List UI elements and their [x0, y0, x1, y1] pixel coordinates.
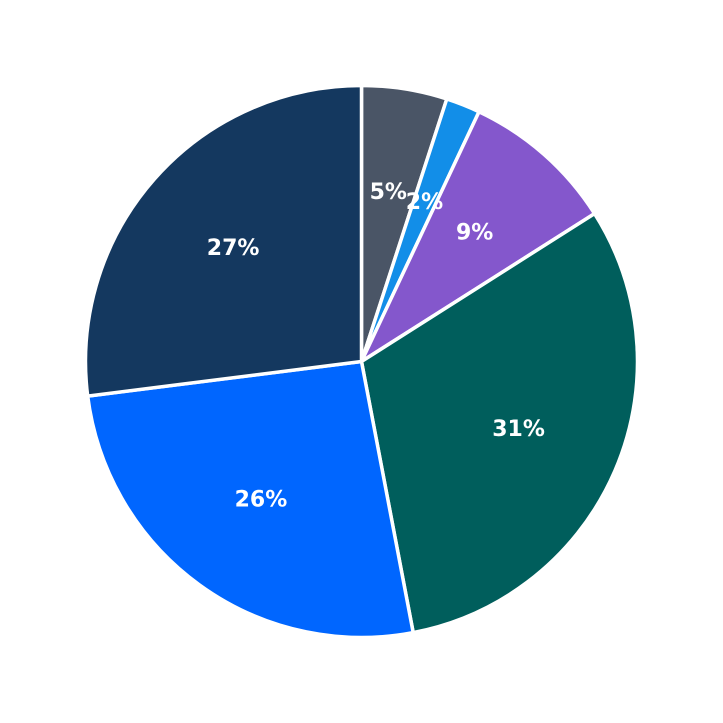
pie-slice-label-4: 26% [235, 487, 288, 512]
pie-slice-3 [359, 211, 640, 635]
pie-slice-label-3: 31% [492, 417, 545, 442]
pie-slice-label-5: 27% [207, 236, 260, 261]
pie-slice-4 [85, 359, 415, 640]
pie-slice-label-1: 2% [406, 190, 443, 215]
pie-slices [83, 83, 640, 640]
pie-slice-5 [83, 83, 364, 398]
pie-slice-2 [359, 110, 597, 364]
pie-slice-label-0: 5% [370, 180, 407, 205]
pie-slice-label-2: 9% [456, 221, 493, 246]
pie-labels: 5%2% 9% 31% 26% 27% [207, 180, 545, 512]
